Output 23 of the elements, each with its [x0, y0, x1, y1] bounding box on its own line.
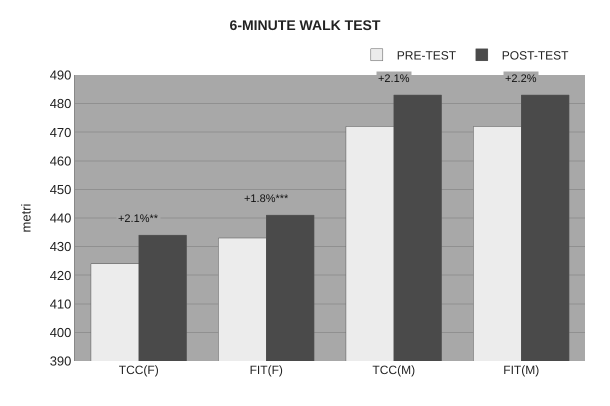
annotation: +2.1% [378, 73, 410, 85]
y-tick-label: 490 [50, 68, 72, 83]
y-axis-title: metri [18, 203, 34, 232]
y-tick-label: 400 [50, 324, 72, 340]
legend-label: PRE-TEST [396, 48, 457, 62]
annotation: +2.2% [505, 73, 537, 85]
y-tick-label: 460 [50, 153, 72, 168]
y-tick-label: 410 [50, 296, 72, 312]
legend-label: POST-TEST [502, 48, 570, 62]
y-tick-label: 480 [50, 96, 72, 112]
x-tick-label: FIT(F) [250, 363, 283, 377]
x-tick-label: TCC(F) [118, 363, 159, 377]
y-tick-label: 470 [50, 124, 72, 140]
y-tick-label: 430 [50, 239, 72, 254]
annotation: +2.1%** [118, 213, 159, 225]
y-tick-label: 420 [50, 268, 72, 283]
y-tick-label: 440 [50, 210, 72, 226]
y-tick-label: 450 [50, 182, 72, 197]
chart-title: 6-MINUTE WALK TEST [230, 17, 381, 34]
x-tick-label: TCC(M) [372, 363, 416, 377]
annotation: +1.8%*** [244, 193, 290, 205]
y-tick-label: 390 [50, 354, 72, 369]
x-tick-label: FIT(M) [503, 363, 540, 377]
